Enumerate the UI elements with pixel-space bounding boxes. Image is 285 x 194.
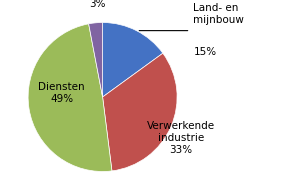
Wedge shape [103,53,177,171]
Wedge shape [89,23,103,97]
Text: Verwerkende
industrie
33%: Verwerkende industrie 33% [147,121,215,155]
Wedge shape [28,24,112,171]
Text: Overig
3%: Overig 3% [80,0,115,9]
Text: Land- en
mijnbouw: Land- en mijnbouw [194,3,244,25]
Text: 15%: 15% [194,47,217,57]
Text: Diensten
49%: Diensten 49% [38,82,85,104]
Wedge shape [103,23,163,97]
